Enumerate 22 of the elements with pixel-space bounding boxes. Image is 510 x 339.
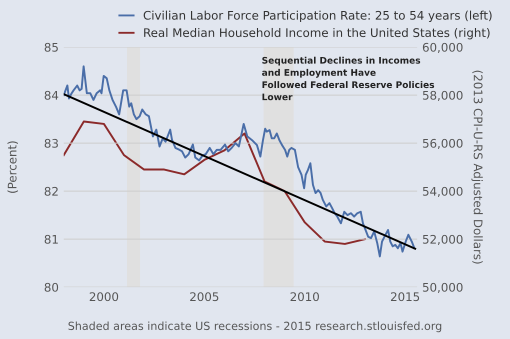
y2-tick-label: 52,000 — [422, 234, 463, 245]
y-tick-label: 80 — [44, 282, 58, 292]
x-tick-label: 2015 — [390, 292, 420, 302]
line-series — [64, 120, 366, 245]
legend-label: Civilian Labor Force Participation Rate: 25 to 54 years (left) — [144, 10, 492, 22]
y2-tick-label: 58,000 — [422, 90, 463, 101]
y-tick-label: 83 — [44, 138, 58, 148]
x-tick-label: 2005 — [190, 292, 218, 302]
y-tick-label: 81 — [44, 234, 58, 244]
y-tick-label: 82 — [44, 186, 58, 196]
y-tick-label: 85 — [44, 42, 58, 52]
y2-tick-label: 50,000 — [422, 282, 463, 293]
x-tick-label: 2010 — [290, 292, 319, 302]
y-tick-label: 84 — [44, 90, 58, 100]
x-tick-label: 2000 — [90, 292, 118, 302]
y2-tick-label: 54,000 — [422, 186, 463, 197]
y-axis-title: (Percent) — [7, 141, 18, 193]
y2-axis-title: (2013 CPI-U-RS Adjusted Dollars) — [471, 70, 483, 264]
y2-tick-label: 60,000 — [422, 42, 463, 53]
legend-label: Real Median Household Income in the United States (right) — [144, 28, 490, 40]
y2-tick-label: 56,000 — [422, 138, 463, 149]
text: Shaded areas indicate US recessions - 2015 research.stlouisfed.org — [68, 321, 442, 332]
